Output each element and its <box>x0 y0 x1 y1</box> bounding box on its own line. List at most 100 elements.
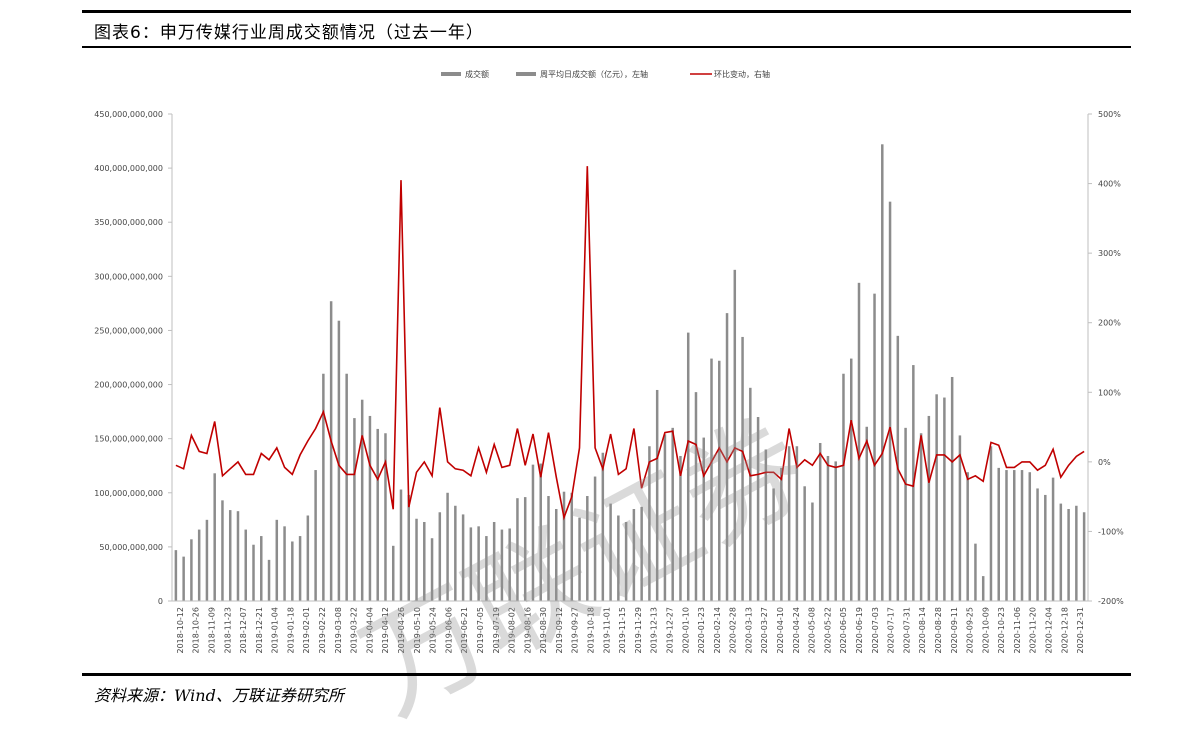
x-tick-label: 2019-04-26 <box>397 607 406 654</box>
line-series <box>175 166 1085 521</box>
bar <box>593 476 597 601</box>
bar <box>811 502 814 601</box>
x-tick-label: 2019-11-29 <box>634 607 643 654</box>
bar <box>795 446 799 601</box>
bar <box>749 387 752 601</box>
bar <box>391 545 395 601</box>
bar <box>935 394 938 601</box>
bar <box>818 442 822 601</box>
right-tick-label: 400% <box>1098 180 1121 189</box>
x-tick-label: 2019-01-04 <box>271 607 280 654</box>
x-tick-label: 2020-06-05 <box>839 607 848 654</box>
x-tick-label: 2019-05-10 <box>413 607 422 654</box>
bar <box>849 358 853 601</box>
bar <box>329 301 333 601</box>
right-tick-label: -200% <box>1098 597 1124 606</box>
bar <box>221 500 224 601</box>
bar <box>904 427 907 601</box>
bar <box>1036 488 1039 601</box>
bar <box>857 282 861 601</box>
bar <box>345 373 348 601</box>
bar <box>1051 477 1055 601</box>
bar <box>632 509 636 601</box>
bar <box>950 376 954 601</box>
source-note: 资料来源：Wind、万联证券研究所 <box>94 686 344 705</box>
x-tick-label: 2019-03-22 <box>350 607 359 654</box>
bar <box>772 488 775 601</box>
bar <box>228 510 232 601</box>
bar <box>787 446 791 601</box>
x-tick-label: 2019-02-01 <box>302 607 311 654</box>
x-tick-label: 2019-04-12 <box>381 607 390 654</box>
bar <box>477 526 480 601</box>
x-tick-label: 2019-04-04 <box>365 607 374 654</box>
bar <box>1020 470 1024 601</box>
bar <box>306 515 310 601</box>
bar <box>260 536 263 601</box>
bar <box>454 505 457 601</box>
bar <box>780 467 783 601</box>
bar <box>275 519 279 601</box>
left-tick-label: 350,000,000,000 <box>94 218 163 227</box>
x-tick-label: 2020-10-23 <box>997 607 1006 654</box>
bar <box>741 336 744 601</box>
x-tick-label: 2020-11-06 <box>1013 607 1022 654</box>
bar <box>205 519 209 601</box>
bar <box>213 473 216 601</box>
x-tick-label: 2018-10-12 <box>176 607 185 654</box>
bar <box>252 544 255 601</box>
left-tick-label: 150,000,000,000 <box>94 435 163 444</box>
x-tick-label: 2020-02-14 <box>713 607 722 654</box>
x-tick-label: 2020-12-18 <box>1060 607 1069 654</box>
bar <box>601 452 605 601</box>
x-tick-label: 2020-09-25 <box>966 607 975 654</box>
bar <box>399 489 403 601</box>
bar <box>337 320 341 601</box>
bar-series <box>174 144 1086 601</box>
bar <box>826 455 830 601</box>
bar <box>919 433 923 601</box>
x-tick-label: 2019-02-22 <box>318 607 327 654</box>
bar <box>718 360 721 601</box>
right-tick-label: -100% <box>1098 527 1124 536</box>
bar <box>570 492 574 601</box>
x-tick-label: 2020-04-24 <box>792 607 801 654</box>
x-tick-label: 2019-12-27 <box>665 607 674 654</box>
bar <box>438 512 442 601</box>
bar <box>1028 472 1032 601</box>
x-tick-label: 2018-12-21 <box>255 607 264 654</box>
bar <box>283 526 286 601</box>
x-axis: 2018-10-12 2018-10-26 2018-11-09 2018-11-23… <box>172 600 1088 654</box>
bar <box>686 332 690 601</box>
chart: 成交额 周平均日成交额（亿元），左轴 环比变动，右轴 0 50,000,000,000… <box>94 69 1124 654</box>
bar <box>881 144 884 601</box>
x-tick-label: 2018-10-26 <box>192 607 201 654</box>
bar <box>1082 512 1086 601</box>
x-tick-label: 2019-07-05 <box>476 607 485 654</box>
legend: 成交额 周平均日成交额（亿元），左轴 环比变动，右轴 <box>441 69 770 79</box>
x-tick-label: 2020-06-19 <box>855 607 864 654</box>
x-tick-label: 2020-03-13 <box>744 607 753 654</box>
bar <box>966 472 969 601</box>
left-tick-label: 300,000,000,000 <box>94 272 163 281</box>
x-tick-label: 2019-09-27 <box>571 607 580 654</box>
bar <box>182 556 185 601</box>
x-tick-label: 2019-01-18 <box>286 607 295 654</box>
bar <box>702 437 705 601</box>
bar <box>236 511 240 601</box>
bar <box>197 529 201 601</box>
bar <box>989 446 993 601</box>
bar <box>609 503 612 601</box>
bar <box>531 464 535 601</box>
x-tick-label: 2019-03-08 <box>334 607 343 654</box>
bar <box>322 373 325 601</box>
bar <box>803 486 806 601</box>
bar <box>555 509 558 601</box>
x-tick-label: 2018-11-09 <box>207 607 216 654</box>
x-tick-label: 2020-12-04 <box>1045 607 1054 654</box>
left-tick-label: 400,000,000,000 <box>94 164 163 173</box>
bar <box>190 539 193 601</box>
x-tick-label: 2020-07-03 <box>871 607 880 654</box>
bar <box>384 433 387 601</box>
x-tick-label: 2019-07-19 <box>492 607 501 654</box>
